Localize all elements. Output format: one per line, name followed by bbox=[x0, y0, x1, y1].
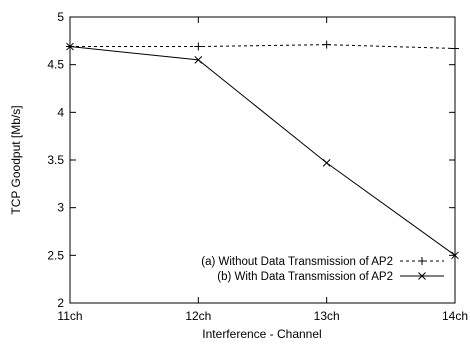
x-tick-label: 14ch bbox=[442, 309, 468, 323]
ticks: 2 2.5 3 3.5 4 4.5 5 11ch 12ch 13ch 14ch bbox=[47, 10, 468, 323]
data-point-plus bbox=[451, 44, 459, 53]
data-point-cross bbox=[451, 251, 459, 260]
y-axis-title: TCP Goodput [Mb/s] bbox=[9, 105, 23, 214]
y-tick-label: 3.5 bbox=[47, 153, 64, 167]
data-point-cross bbox=[322, 159, 331, 167]
series-line bbox=[70, 44, 456, 49]
x-tick-label: 13ch bbox=[314, 309, 340, 323]
y-tick-label: 5 bbox=[57, 10, 64, 24]
data-point-plus bbox=[322, 40, 331, 49]
y-tick-label: 4 bbox=[57, 105, 64, 119]
legend-marker-plus bbox=[418, 257, 426, 265]
y-tick-label: 2.5 bbox=[47, 248, 64, 262]
data-point-cross bbox=[66, 42, 74, 51]
legend: (a) Without Data Transmission of AP2 (b) … bbox=[201, 256, 444, 283]
x-axis-title: Interference - Channel bbox=[202, 327, 321, 341]
x-tick-label: 12ch bbox=[185, 309, 211, 323]
x-tick-label: 11ch bbox=[57, 309, 82, 323]
legend-label: (a) Without Data Transmission of AP2 bbox=[201, 256, 393, 268]
y-tick-label: 3 bbox=[57, 201, 64, 215]
legend-marker-cross bbox=[418, 272, 426, 280]
series-b bbox=[66, 42, 459, 260]
y-tick-label: 4.5 bbox=[47, 58, 64, 72]
data-point-plus bbox=[194, 42, 203, 51]
series-group bbox=[66, 40, 459, 260]
legend-label: (b) With Data Transmission of AP2 bbox=[217, 271, 393, 283]
series-line bbox=[69, 46, 456, 256]
y-tick-label: 2 bbox=[57, 296, 64, 310]
data-point-cross bbox=[194, 56, 203, 64]
series-a bbox=[66, 40, 459, 53]
